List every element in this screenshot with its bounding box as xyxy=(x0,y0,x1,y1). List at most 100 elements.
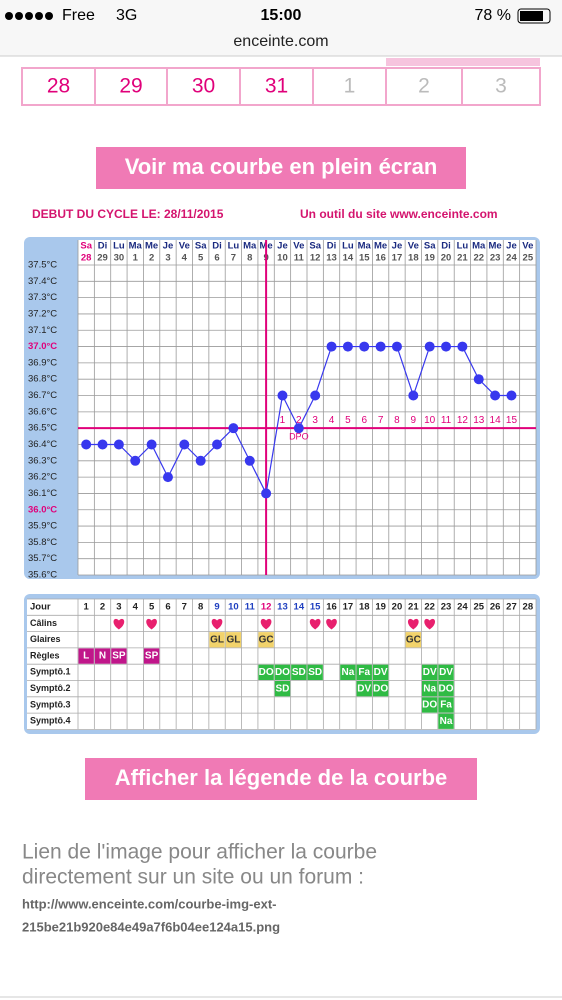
heart xyxy=(326,618,337,630)
symptom-code: DV xyxy=(439,667,453,678)
symptom-cell xyxy=(422,664,438,680)
link-url[interactable]: 215be21b920e84e49a7f6b04ee124a15.png xyxy=(22,919,280,934)
row-label: Câlins xyxy=(30,618,57,628)
symptom-cell xyxy=(78,648,94,664)
y-tick-label: 35.6°C xyxy=(28,570,57,581)
x-tick-label: 3 xyxy=(165,253,170,264)
x-tick-label: 4 xyxy=(182,253,188,264)
symptom-code: Fa xyxy=(358,667,370,678)
symptom-code: Fa xyxy=(440,700,452,711)
symptom-cell xyxy=(274,664,291,680)
weekday: Je xyxy=(163,241,174,252)
table-day: 16 xyxy=(326,602,337,613)
weekday: Je xyxy=(392,241,403,252)
weekday: Me xyxy=(374,241,387,252)
dpo-label: 1 xyxy=(280,415,286,426)
fullscreen-button[interactable] xyxy=(96,147,466,189)
table-day: 18 xyxy=(359,602,370,613)
y-tick-label: 36.2°C xyxy=(28,472,57,483)
dpo-label: 10 xyxy=(424,415,436,426)
weekday: Sa xyxy=(309,241,321,252)
temperature-point xyxy=(441,341,452,352)
temperature-point xyxy=(97,439,108,450)
link-url[interactable]: http://www.enceinte.com/courbe-img-ext- xyxy=(22,896,276,911)
symptom-cell xyxy=(372,664,389,680)
table-day: 24 xyxy=(457,602,468,613)
x-tick-label: 23 xyxy=(490,253,501,264)
weekday: Ve xyxy=(408,241,419,252)
y-tick-label: 36.7°C xyxy=(28,390,57,401)
link-text: directement sur un site ou un forum : xyxy=(22,866,364,889)
symptom-code: N xyxy=(99,651,106,662)
table-header: Jour xyxy=(30,602,51,613)
temperature-point xyxy=(375,341,386,352)
weekday: Lu xyxy=(457,241,469,252)
x-tick-label: 18 xyxy=(408,253,419,264)
temperature-point xyxy=(342,341,353,352)
button-label[interactable]: Afficher la légende de la courbe xyxy=(115,765,448,790)
y-tick-label: 37.0°C xyxy=(28,341,57,352)
temperature-point xyxy=(261,488,272,499)
symptom-code: SD xyxy=(276,683,290,694)
x-tick-label: 30 xyxy=(114,253,125,264)
y-tick-label: 37.5°C xyxy=(28,260,57,271)
heart xyxy=(260,618,272,630)
symptom-code: SD xyxy=(308,667,322,678)
link-text: Lien de l'image pour afficher la courbe xyxy=(22,841,377,864)
symptom-cell xyxy=(307,664,323,680)
weekday: Je xyxy=(277,241,288,252)
x-tick-label: 8 xyxy=(247,253,252,264)
dpo-label: 2 xyxy=(296,415,302,426)
symptom-cell xyxy=(94,648,111,664)
weekday: Je xyxy=(506,241,517,252)
symptom-cell xyxy=(291,664,307,680)
y-tick-label: 37.2°C xyxy=(28,308,57,319)
clock: 15:00 xyxy=(261,7,302,24)
symptom-cell xyxy=(356,681,372,697)
button-label[interactable]: Voir ma courbe en plein écran xyxy=(125,154,438,179)
temperature-point xyxy=(326,341,337,352)
table-day: 13 xyxy=(277,602,288,613)
legend-button[interactable] xyxy=(85,758,477,800)
symptom-cell xyxy=(438,697,454,713)
table-day: 26 xyxy=(490,602,501,613)
temperature-point xyxy=(359,341,370,352)
temperature-point xyxy=(81,439,92,450)
symptom-code: GL xyxy=(210,634,224,645)
symptom-cell xyxy=(258,632,274,648)
y-tick-label: 35.9°C xyxy=(28,521,57,532)
weekday: Sa xyxy=(195,241,207,252)
y-tick-label: 37.3°C xyxy=(28,292,57,303)
table-day: 3 xyxy=(116,602,121,613)
dpo-label: 8 xyxy=(394,415,400,426)
symptom-cell xyxy=(209,632,225,648)
temperature-point xyxy=(162,472,173,483)
url[interactable]: enceinte.com xyxy=(233,33,328,50)
symptom-cell xyxy=(422,681,438,697)
symptom-code: GC xyxy=(259,634,274,645)
heart xyxy=(211,618,223,630)
symptom-cell xyxy=(438,664,454,680)
x-tick-label: 20 xyxy=(441,253,452,264)
table-day: 23 xyxy=(441,602,452,613)
symptom-cell xyxy=(438,713,454,729)
temperature-point xyxy=(506,390,517,401)
calendar-day: 1 xyxy=(344,75,356,98)
symptom-cell xyxy=(258,664,274,680)
symptom-code: Na xyxy=(440,716,453,727)
symptom-cell xyxy=(422,697,438,713)
symptom-code: Na xyxy=(423,683,436,694)
x-tick-label: 19 xyxy=(424,253,435,264)
table-day: 14 xyxy=(294,602,305,613)
dpo-label: 9 xyxy=(411,415,417,426)
table-day: 17 xyxy=(343,602,354,613)
temperature-point xyxy=(146,439,157,450)
temperature-point xyxy=(473,374,484,385)
temperature-point xyxy=(408,390,419,401)
x-tick-label: 15 xyxy=(359,253,370,264)
weekday: Lu xyxy=(228,241,240,252)
x-tick-label: 11 xyxy=(294,253,305,264)
cycle-start: DEBUT DU CYCLE LE: 28/11/2015 xyxy=(32,207,224,221)
table-day: 1 xyxy=(84,602,90,613)
